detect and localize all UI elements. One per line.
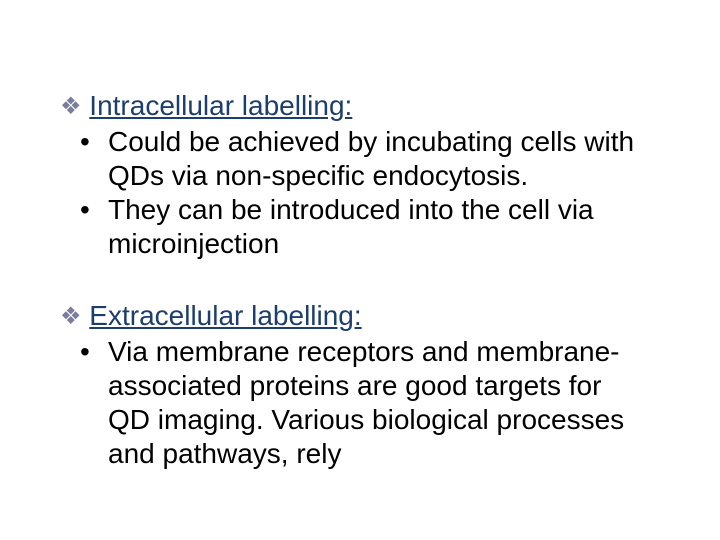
section-heading-2: ❖ Extracellular labelling:: [60, 298, 660, 333]
section-title-2: Extracellular labelling:: [89, 300, 361, 331]
diamond-bullet-icon: ❖: [60, 303, 82, 330]
list-item: Could be achieved by incubating cells wi…: [60, 125, 660, 193]
list-item: They can be introduced into the cell via…: [60, 193, 660, 261]
section-heading-1: ❖ Intracellular labelling:: [60, 88, 660, 123]
diamond-bullet-icon: ❖: [60, 93, 82, 120]
section-gap: [60, 262, 660, 298]
list-item: Via membrane receptors and membrane-asso…: [60, 335, 660, 472]
bullet-list-1: Could be achieved by incubating cells wi…: [60, 125, 660, 262]
section-title-1: Intracellular labelling:: [89, 90, 352, 121]
slide: ❖ Intracellular labelling: Could be achi…: [0, 0, 720, 540]
bullet-list-2: Via membrane receptors and membrane-asso…: [60, 335, 660, 472]
